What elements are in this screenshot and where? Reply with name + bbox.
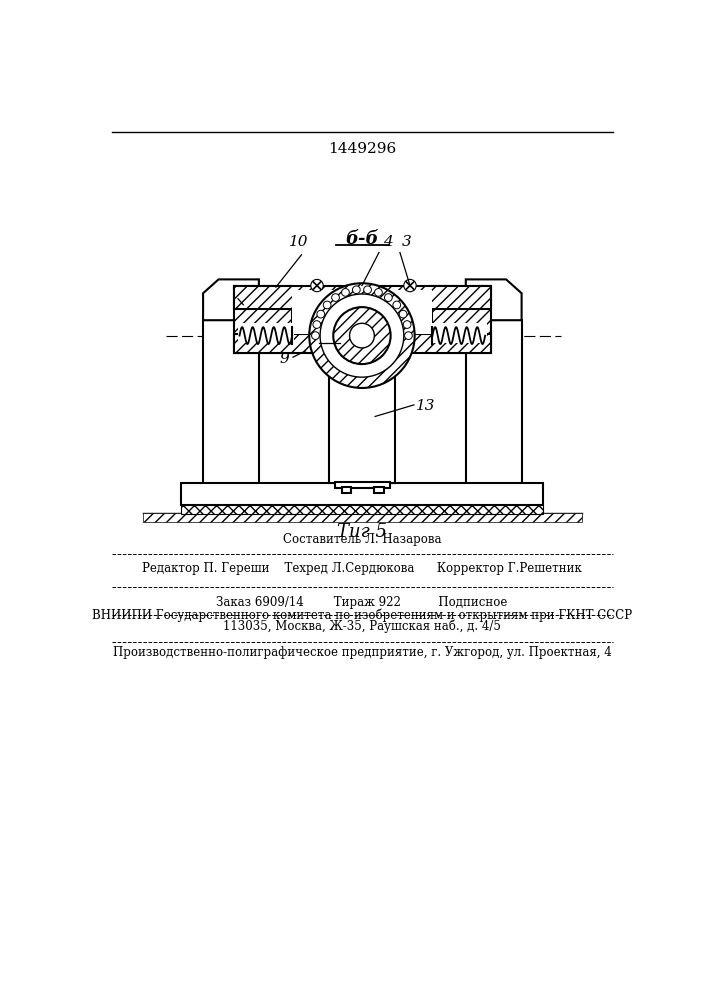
Circle shape bbox=[363, 286, 371, 294]
Bar bbox=[335, 482, 390, 488]
Text: 10: 10 bbox=[289, 235, 309, 249]
Circle shape bbox=[353, 286, 361, 294]
Text: Составитель Л. Назарова: Составитель Л. Назарова bbox=[283, 533, 441, 546]
Bar bbox=[340, 346, 385, 363]
Circle shape bbox=[341, 289, 349, 296]
Bar bbox=[182, 505, 543, 514]
Circle shape bbox=[375, 289, 382, 296]
Bar bbox=[329, 360, 395, 483]
Bar bbox=[466, 320, 522, 497]
Text: 113035, Москва, Ж-35, Раушская наб., д. 4/5: 113035, Москва, Ж-35, Раушская наб., д. … bbox=[223, 620, 501, 633]
Polygon shape bbox=[466, 279, 522, 320]
Circle shape bbox=[312, 332, 320, 339]
Bar bbox=[292, 290, 433, 334]
Polygon shape bbox=[203, 279, 259, 320]
Circle shape bbox=[404, 332, 412, 339]
Bar bbox=[234, 286, 292, 353]
Bar bbox=[203, 320, 259, 497]
Text: 11: 11 bbox=[220, 292, 239, 306]
Bar bbox=[341, 487, 351, 493]
Circle shape bbox=[317, 310, 325, 318]
Text: 1449296: 1449296 bbox=[328, 142, 396, 156]
Text: Редактор П. Гереши    Техред Л.Сердюкова      Корректор Г.Решетник: Редактор П. Гереши Техред Л.Сердюкова Ко… bbox=[142, 562, 582, 575]
Circle shape bbox=[323, 301, 331, 309]
Text: б-б: б-б bbox=[345, 230, 379, 248]
Circle shape bbox=[403, 321, 411, 328]
Text: Заказ 6909/14        Тираж 922          Подписное: Заказ 6909/14 Тираж 922 Подписное bbox=[216, 596, 508, 609]
Circle shape bbox=[311, 279, 323, 292]
Circle shape bbox=[332, 294, 339, 301]
Circle shape bbox=[320, 294, 404, 377]
Circle shape bbox=[333, 307, 391, 364]
Text: 3: 3 bbox=[402, 235, 412, 249]
Text: ВНИИПИ Государственного комитета по изобретениям и открытиям при ГКНТ СССР: ВНИИПИ Государственного комитета по изоб… bbox=[92, 608, 632, 622]
Circle shape bbox=[349, 323, 374, 348]
Bar bbox=[143, 513, 582, 522]
Circle shape bbox=[313, 321, 321, 328]
Circle shape bbox=[385, 294, 392, 301]
Text: Производственно-полиграфическое предприятие, г. Ужгород, ул. Проектная, 4: Производственно-полиграфическое предприя… bbox=[112, 646, 612, 659]
Circle shape bbox=[309, 283, 414, 388]
Bar bbox=[182, 483, 543, 505]
Bar bbox=[431, 323, 486, 343]
Bar bbox=[433, 286, 491, 353]
Text: 9: 9 bbox=[279, 352, 289, 366]
Text: 13: 13 bbox=[416, 399, 436, 413]
Circle shape bbox=[393, 301, 401, 309]
Circle shape bbox=[399, 310, 407, 318]
Bar bbox=[349, 334, 375, 346]
Bar bbox=[234, 334, 491, 353]
Text: 4: 4 bbox=[383, 235, 392, 249]
Text: Τиг 5: Τиг 5 bbox=[337, 523, 387, 541]
Bar bbox=[234, 286, 491, 309]
Bar bbox=[238, 323, 293, 343]
Circle shape bbox=[404, 279, 416, 292]
Text: 14: 14 bbox=[299, 336, 319, 350]
Bar bbox=[374, 487, 384, 493]
